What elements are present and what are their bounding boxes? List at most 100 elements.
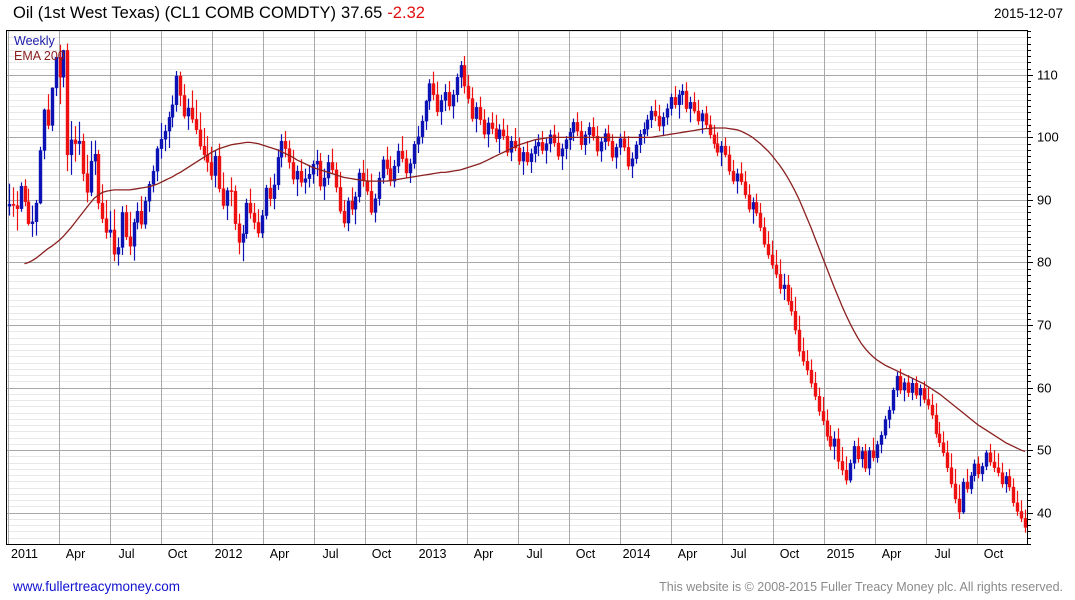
y-axis-label: 50 <box>1037 442 1052 458</box>
y-minor-tick <box>1028 356 1031 357</box>
x-axis-label: 2015 <box>826 547 855 561</box>
y-tick-mark <box>1028 388 1033 389</box>
grid-minor-horizontal <box>7 31 1027 539</box>
x-axis-label: Oct <box>983 547 1004 561</box>
y-minor-tick <box>1028 69 1031 70</box>
x-axis-label: Apr <box>677 547 698 561</box>
y-axis-label: 60 <box>1037 380 1052 396</box>
y-minor-tick <box>1028 144 1031 145</box>
y-tick-mark <box>1028 137 1033 138</box>
x-axis-label: Apr <box>65 547 86 561</box>
x-axis-label: Oct <box>371 547 392 561</box>
y-minor-tick <box>1028 181 1031 182</box>
x-axis-label: 2011 <box>11 547 38 561</box>
plot-frame: Weekly EMA 200 <box>6 30 1028 545</box>
y-tick-mark <box>1028 325 1033 326</box>
y-minor-tick <box>1028 481 1031 482</box>
chart-header: Oil (1st West Texas) (CL1 COMB COMDTY) 37… <box>0 0 1075 28</box>
y-minor-tick <box>1028 494 1031 495</box>
y-axis-label: 70 <box>1037 317 1052 333</box>
y-minor-tick <box>1028 87 1031 88</box>
y-minor-tick <box>1028 500 1031 501</box>
y-minor-tick <box>1028 519 1031 520</box>
x-axis-label: Jul <box>730 547 747 561</box>
y-minor-tick <box>1028 100 1031 101</box>
y-minor-tick <box>1028 119 1031 120</box>
y-minor-tick <box>1028 306 1031 307</box>
y-minor-tick <box>1028 425 1031 426</box>
y-minor-tick <box>1028 231 1031 232</box>
y-minor-tick <box>1028 187 1031 188</box>
x-axis-label: Jul <box>118 547 135 561</box>
y-minor-tick <box>1028 506 1031 507</box>
y-minor-tick <box>1028 162 1031 163</box>
y-minor-tick <box>1028 544 1031 545</box>
y-minor-tick <box>1028 375 1031 376</box>
y-minor-tick <box>1028 288 1031 289</box>
y-axis-label: 40 <box>1037 505 1052 521</box>
y-minor-tick <box>1028 206 1031 207</box>
x-axis-label: Oct <box>779 547 800 561</box>
price-change: -2.32 <box>387 4 425 22</box>
y-minor-tick <box>1028 350 1031 351</box>
y-minor-tick <box>1028 381 1031 382</box>
y-minor-tick <box>1028 156 1031 157</box>
chart-footer: www.fullertreacymoney.com This website i… <box>0 575 1075 600</box>
y-minor-tick <box>1028 525 1031 526</box>
y-minor-tick <box>1028 488 1031 489</box>
x-axis-label: Oct <box>167 547 188 561</box>
y-minor-tick <box>1028 225 1031 226</box>
legend-ema: EMA 200 <box>14 49 65 63</box>
y-minor-tick <box>1028 37 1031 38</box>
y-minor-tick <box>1028 438 1031 439</box>
y-minor-tick <box>1028 400 1031 401</box>
y-minor-tick <box>1028 112 1031 113</box>
y-minor-tick <box>1028 394 1031 395</box>
y-minor-tick <box>1028 431 1031 432</box>
y-minor-tick <box>1028 413 1031 414</box>
y-minor-tick <box>1028 531 1031 532</box>
legend-interval: Weekly <box>14 34 55 48</box>
y-minor-tick <box>1028 344 1031 345</box>
candlestick-series <box>7 43 1027 533</box>
x-axis: 2011 Apr Jul Oct 2012 Apr Jul Oct 2013 Apr Jul Oct 2… <box>6 547 1028 567</box>
y-minor-tick <box>1028 50 1031 51</box>
y-minor-tick <box>1028 369 1031 370</box>
x-axis-label: 2012 <box>214 547 243 561</box>
y-minor-tick <box>1028 538 1031 539</box>
y-minor-tick <box>1028 175 1031 176</box>
y-axis-label: 110 <box>1037 67 1058 83</box>
price-chart-svg <box>7 31 1027 544</box>
y-minor-tick <box>1028 169 1031 170</box>
y-minor-tick <box>1028 194 1031 195</box>
x-axis-label: Jul <box>526 547 543 561</box>
y-minor-tick <box>1028 275 1031 276</box>
y-minor-tick <box>1028 250 1031 251</box>
y-minor-tick <box>1028 219 1031 220</box>
chart-legend: Weekly EMA 200 <box>14 34 65 64</box>
x-axis-label: Oct <box>575 547 596 561</box>
y-minor-tick <box>1028 244 1031 245</box>
y-minor-tick <box>1028 56 1031 57</box>
site-link[interactable]: www.fullertreacymoney.com <box>13 579 181 594</box>
y-minor-tick <box>1028 319 1031 320</box>
y-minor-tick <box>1028 419 1031 420</box>
y-axis-label: 100 <box>1037 129 1059 145</box>
y-tick-mark <box>1028 75 1033 76</box>
y-tick-mark <box>1028 200 1033 201</box>
x-axis-label: 2014 <box>622 547 651 561</box>
y-axis: 40 50 60 70 80 90 100 110 <box>1028 30 1075 545</box>
copyright-text: This website is © 2008-2015 Fuller Treac… <box>659 580 1063 594</box>
x-axis-label: Jul <box>934 547 951 561</box>
chart-title: Oil (1st West Texas) (CL1 COMB COMDTY) 37… <box>13 3 425 23</box>
y-minor-tick <box>1028 463 1031 464</box>
y-minor-tick <box>1028 456 1031 457</box>
y-minor-tick <box>1028 31 1031 32</box>
y-minor-tick <box>1028 256 1031 257</box>
x-axis-label: Apr <box>473 547 494 561</box>
y-tick-mark <box>1028 450 1033 451</box>
ema-200-line <box>24 127 1026 453</box>
y-minor-tick <box>1028 81 1031 82</box>
x-axis-label: Jul <box>322 547 339 561</box>
